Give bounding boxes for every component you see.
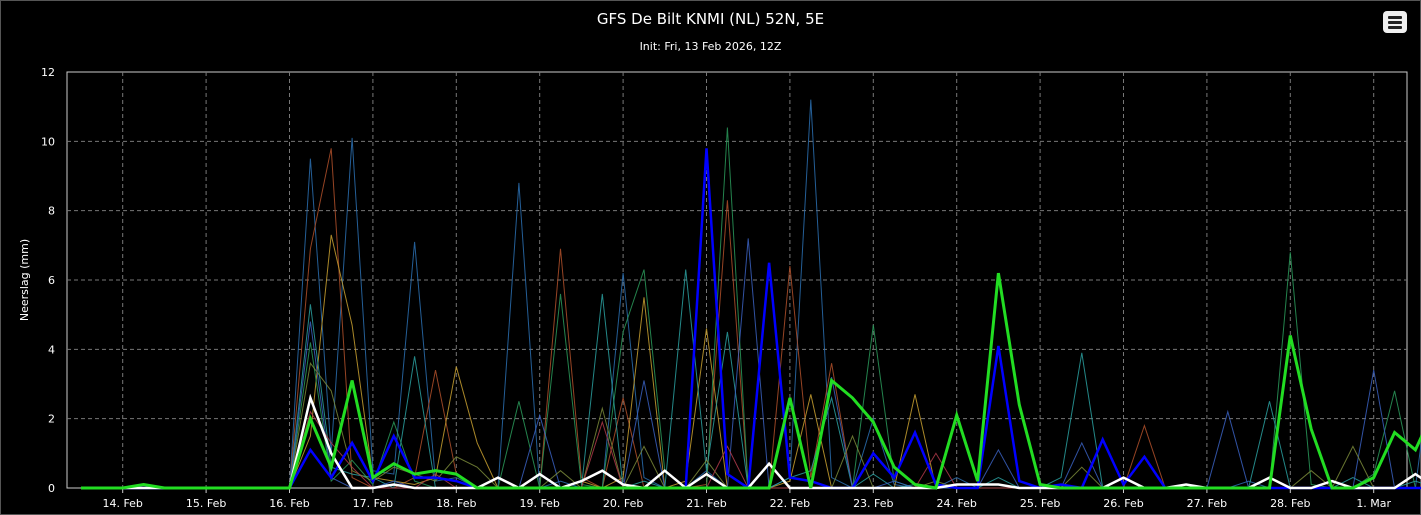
plot-area <box>66 71 1408 489</box>
hamburger-menu-icon[interactable] <box>1383 11 1407 33</box>
y-axis-label: Neerslag (mm) <box>18 239 31 321</box>
x-tick-label: 15. Feb <box>186 497 226 510</box>
x-tick-label: 19. Feb <box>519 497 559 510</box>
x-tick-label: 22. Feb <box>770 497 810 510</box>
ensemble-member-line <box>81 127 1421 489</box>
y-tick-label: 12 <box>41 66 55 79</box>
control-run-line <box>81 148 1421 491</box>
x-tick-label: 23. Feb <box>853 497 893 510</box>
y-tick-label: 10 <box>41 135 55 148</box>
x-tick-label: 17. Feb <box>353 497 393 510</box>
chart-title: GFS De Bilt KNMI (NL) 52N, 5E <box>596 10 825 28</box>
x-tick-label: 26. Feb <box>1103 497 1143 510</box>
y-tick-label: 0 <box>48 482 55 495</box>
chart-subtitle: Init: Fri, 13 Feb 2026, 12Z <box>639 40 782 53</box>
operational-run-line <box>81 272 1421 490</box>
mean-line <box>81 393 1421 490</box>
ensemble-member-line <box>81 99 1421 489</box>
x-tick-label: 18. Feb <box>436 497 476 510</box>
y-tick-label: 4 <box>48 343 55 356</box>
x-tick-label: 25. Feb <box>1020 497 1060 510</box>
x-tick-label: 16. Feb <box>269 497 309 510</box>
y-tick-label: 6 <box>48 274 55 287</box>
y-tick-label: 2 <box>48 413 55 426</box>
x-tick-label: 1. Mar <box>1356 497 1391 510</box>
x-tick-label: 21. Feb <box>686 497 726 510</box>
x-tick-label: 27. Feb <box>1187 497 1227 510</box>
ensemble-member-line <box>81 148 1421 489</box>
x-tick-label: 20. Feb <box>603 497 643 510</box>
x-tick-label: 28. Feb <box>1270 497 1310 510</box>
x-tick-label: 14. Feb <box>102 497 142 510</box>
x-tick-label: 24. Feb <box>936 497 976 510</box>
y-tick-label: 8 <box>48 205 55 218</box>
